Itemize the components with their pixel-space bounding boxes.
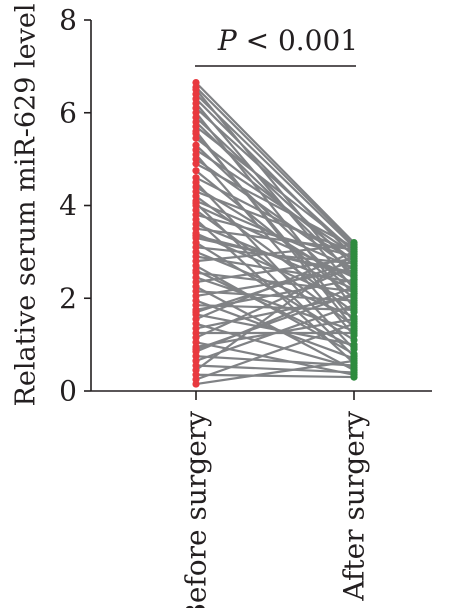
y-ticks: 0 2 4 6 8 bbox=[59, 4, 91, 408]
after-point bbox=[350, 241, 358, 249]
after-point bbox=[350, 324, 358, 332]
after-point bbox=[350, 257, 358, 265]
before-point bbox=[192, 345, 200, 353]
after-point bbox=[350, 301, 358, 309]
after-point bbox=[350, 250, 358, 258]
before-point bbox=[192, 127, 200, 135]
pair-line bbox=[195, 213, 355, 258]
x-tick-label: Before surgery bbox=[180, 411, 213, 608]
pair-line bbox=[195, 232, 355, 304]
after-point bbox=[350, 352, 358, 360]
pair-line bbox=[195, 202, 355, 358]
pair-line bbox=[195, 276, 355, 332]
after-point bbox=[350, 271, 358, 279]
before-point bbox=[192, 134, 200, 142]
pair-line bbox=[195, 260, 355, 314]
y-tick-label: 8 bbox=[59, 4, 77, 37]
p-symbol: P bbox=[217, 24, 238, 57]
pair-line bbox=[195, 234, 355, 277]
pair-line bbox=[195, 253, 355, 372]
y-axis-label: Relative serum miR-629 level bbox=[11, 4, 42, 407]
pair-line bbox=[195, 250, 355, 321]
p-value: < 0.001 bbox=[237, 24, 358, 57]
pair-line bbox=[195, 341, 355, 376]
before-point bbox=[192, 380, 200, 388]
pair-line bbox=[195, 243, 355, 263]
y-tick-label: 4 bbox=[59, 189, 77, 222]
pair-line bbox=[195, 271, 355, 293]
pair-lines bbox=[195, 81, 355, 386]
x-ticks: Before surgery After surgery bbox=[180, 391, 371, 608]
pair-line bbox=[195, 195, 355, 314]
before-point bbox=[192, 160, 200, 168]
pair-line bbox=[195, 269, 355, 348]
pair-line bbox=[195, 81, 355, 244]
pair-line bbox=[195, 264, 355, 339]
pair-line bbox=[195, 162, 355, 249]
pair-line bbox=[195, 322, 355, 369]
before-point bbox=[192, 266, 200, 275]
after-point bbox=[350, 283, 358, 291]
after-point bbox=[350, 373, 358, 381]
pair-line bbox=[195, 86, 355, 246]
p-value-label: P < 0.001 bbox=[217, 24, 358, 57]
before-point bbox=[192, 199, 200, 207]
after-point bbox=[350, 290, 358, 298]
after-point bbox=[350, 343, 358, 351]
pair-line bbox=[195, 204, 355, 279]
pair-line bbox=[195, 373, 355, 379]
before-point bbox=[192, 167, 200, 175]
pair-line bbox=[195, 359, 355, 386]
pair-line bbox=[195, 278, 355, 311]
x-tick-label: After surgery bbox=[338, 411, 371, 602]
y-tick-label: 0 bbox=[59, 375, 77, 408]
pair-line bbox=[195, 313, 355, 346]
before-point bbox=[192, 308, 200, 316]
pair-line bbox=[195, 148, 355, 256]
pair-line bbox=[195, 290, 355, 302]
before-point bbox=[192, 232, 200, 240]
y-tick-label: 6 bbox=[59, 96, 77, 129]
data-points bbox=[192, 79, 358, 388]
pair-line bbox=[195, 93, 355, 249]
y-tick-label: 2 bbox=[59, 282, 77, 315]
pair-line bbox=[195, 130, 355, 330]
pair-line bbox=[195, 190, 355, 253]
pair-line bbox=[195, 227, 355, 251]
pair-line bbox=[195, 364, 355, 374]
pair-line bbox=[195, 292, 355, 351]
pair-line bbox=[195, 199, 355, 270]
pair-line bbox=[195, 125, 355, 251]
